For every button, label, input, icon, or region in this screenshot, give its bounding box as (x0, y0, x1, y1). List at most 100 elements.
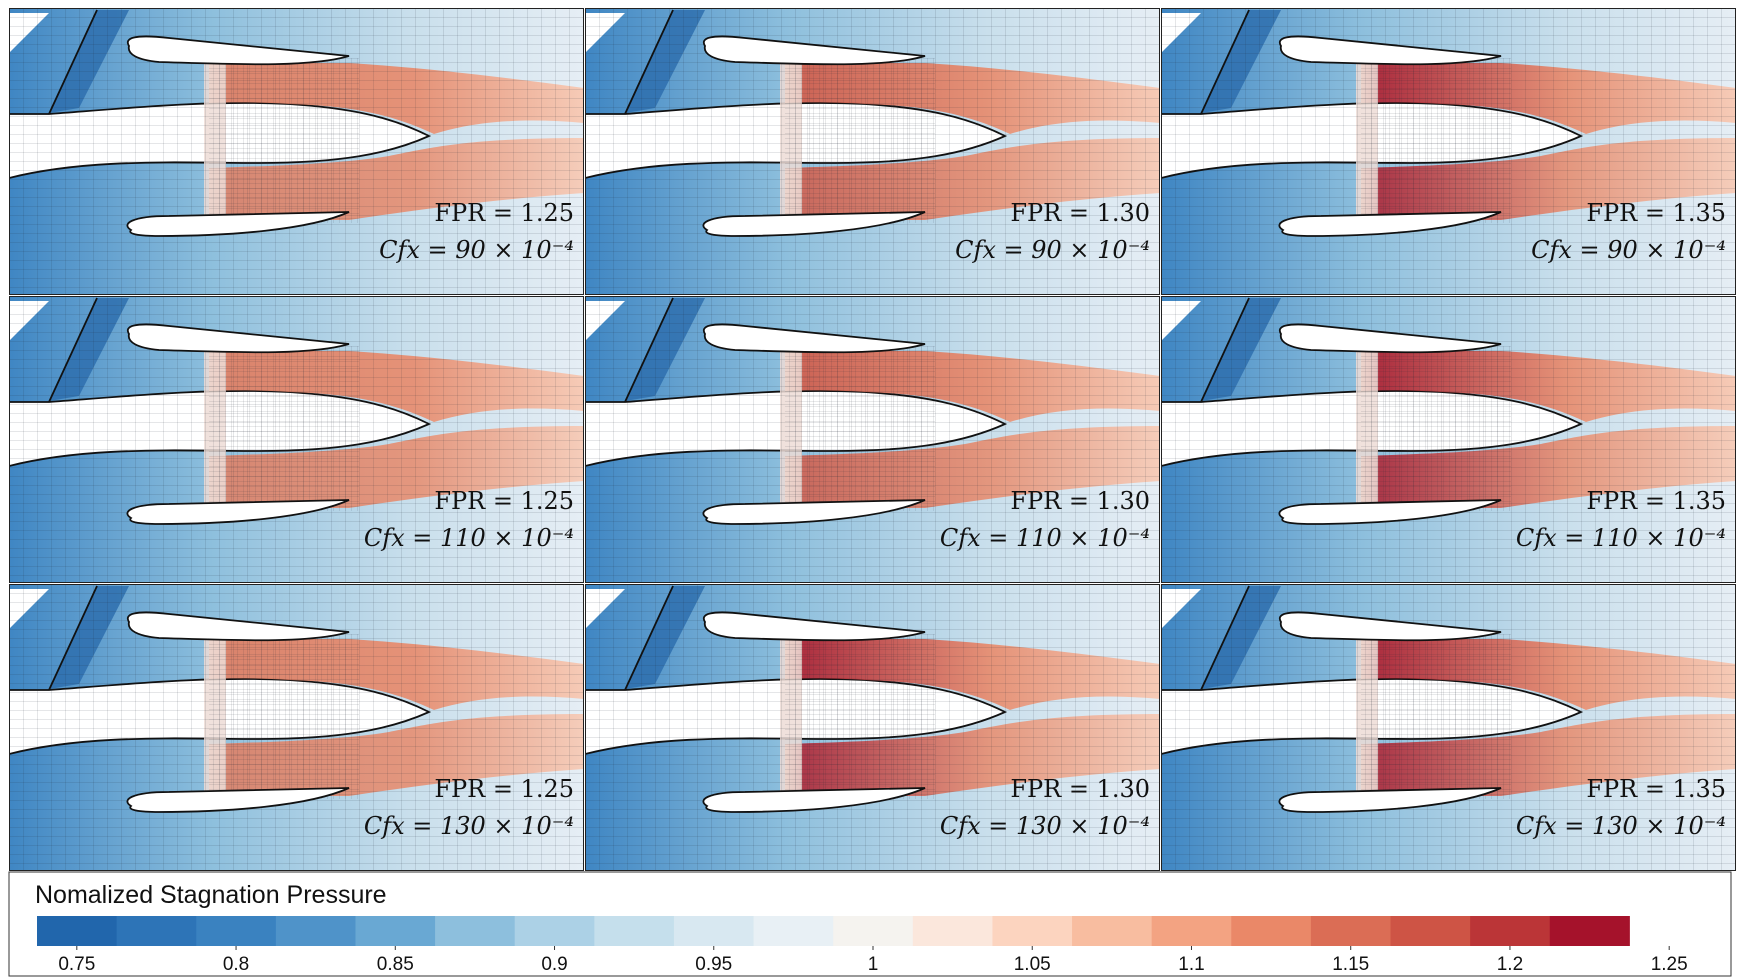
upper-nacelle (702, 35, 926, 66)
colorbar-swatch (833, 916, 914, 946)
mesh-fine (785, 634, 935, 799)
panel-border (585, 584, 1160, 871)
panel-8: FPR = 1.30 Cfx = 130 × 10⁻⁴ (585, 584, 1160, 871)
mesh-fine (1361, 634, 1511, 799)
cf-label: Cfx = 130 × 10⁻⁴ (364, 812, 574, 840)
cowl-line (1200, 297, 1250, 403)
colorbar-tick-label: 1.1 (1178, 954, 1204, 975)
lower-nacelle (1278, 211, 1502, 237)
upper-nacelle (126, 611, 350, 642)
panel-border (1161, 296, 1736, 583)
panel-9: FPR = 1.35 Cfx = 130 × 10⁻⁴ (1161, 584, 1736, 871)
colorbar-swatch (1470, 916, 1551, 946)
colorbar-swatch (355, 916, 436, 946)
lower-nacelle (702, 787, 926, 813)
panel-4: FPR = 1.25 Cfx = 110 × 10⁻⁴ (9, 296, 584, 583)
colorbar-ticks: 0.75 0.8 0.85 0.9 0.95 1 1.05 1.1 1.15 1.2 1.25 (58, 946, 1688, 975)
panel-1: FPR = 1.25 Cfx = 90 × 10⁻⁴ (9, 8, 584, 295)
colorbar-tick-label: 1.05 (1014, 954, 1051, 975)
fpr-label: FPR = 1.25 (434, 487, 574, 515)
cowl-line (624, 9, 674, 115)
cf-label: Cfx = 110 × 10⁻⁴ (1516, 524, 1726, 552)
mesh-fine (209, 58, 359, 223)
panel-3: FPR = 1.35 Cfx = 90 × 10⁻⁴ (1161, 8, 1736, 295)
colorbar-tick-label: 1.2 (1497, 954, 1523, 975)
colorbar-swatch (753, 916, 834, 946)
cf-label: Cfx = 90 × 10⁻⁴ (955, 236, 1150, 264)
colorbar-tick-label: 1.15 (1332, 954, 1369, 975)
fpr-label: FPR = 1.30 (1010, 775, 1150, 803)
colorbar-title: Nomalized Stagnation Pressure (35, 881, 387, 909)
colorbar-swatch (1151, 916, 1232, 946)
mesh-fine (209, 634, 359, 799)
mesh-fine (209, 346, 359, 511)
cf-label: Cfx = 130 × 10⁻⁴ (940, 812, 1150, 840)
colorbar-tick-label: 1 (868, 954, 879, 975)
cf-label: Cfx = 90 × 10⁻⁴ (379, 236, 574, 264)
colorbar-tick-label: 0.85 (377, 954, 414, 975)
panel-grid: FPR = 1.25 Cfx = 90 × 10⁻⁴ FPR = 1.30 Cfx =… (9, 8, 1736, 871)
fpr-label: FPR = 1.35 (1586, 199, 1726, 227)
colorbar-tick-label: 0.95 (695, 954, 732, 975)
colorbar-swatch (116, 916, 197, 946)
colorbar-swatch (1310, 916, 1392, 946)
upper-nacelle (1278, 323, 1502, 354)
colorbar-swatch (673, 916, 755, 946)
upper-nacelle (126, 323, 350, 354)
panel-border (9, 584, 584, 871)
mesh-fine (1361, 58, 1511, 223)
colorbar-swatch (196, 916, 277, 946)
lower-nacelle (126, 499, 350, 525)
mesh-fine (785, 58, 935, 223)
lower-nacelle (126, 787, 350, 813)
colorbar-swatch (514, 916, 595, 946)
lower-nacelle (1278, 787, 1502, 813)
lower-nacelle (126, 211, 350, 237)
fpr-label: FPR = 1.35 (1586, 775, 1726, 803)
cowl-line (48, 9, 98, 115)
colorbar-swatch (275, 916, 356, 946)
lower-nacelle (702, 211, 926, 237)
cowl-line (1200, 9, 1250, 115)
fpr-label: FPR = 1.30 (1010, 487, 1150, 515)
panel-border (1161, 8, 1736, 295)
panel-5: FPR = 1.30 Cfx = 110 × 10⁻⁴ (585, 296, 1160, 583)
mesh-fine (785, 346, 935, 511)
colorbar-tick-label: 1.25 (1651, 954, 1688, 975)
colorbar-tick-label: 0.75 (58, 954, 95, 975)
colorbar-tick-label: 0.8 (223, 954, 249, 975)
cowl-line (624, 297, 674, 403)
fpr-label: FPR = 1.25 (434, 199, 574, 227)
colorbar-swatch (1231, 916, 1312, 946)
panel-border (585, 296, 1160, 583)
cowl-line (1200, 585, 1250, 691)
panel-2: FPR = 1.30 Cfx = 90 × 10⁻⁴ (585, 8, 1160, 295)
colorbar-swatch (912, 916, 993, 946)
colorbar-swatch (594, 916, 675, 946)
colorbar-swatch (992, 916, 1073, 946)
fpr-label: FPR = 1.30 (1010, 199, 1150, 227)
colorbar-tick-label: 0.9 (541, 954, 567, 975)
colorbar-swatch (1549, 916, 1630, 946)
cowl-line (48, 297, 98, 403)
cf-label: Cfx = 90 × 10⁻⁴ (1531, 236, 1726, 264)
colorbar-swatches (37, 916, 1630, 946)
upper-nacelle (126, 35, 350, 66)
cf-label: Cfx = 110 × 10⁻⁴ (940, 524, 1150, 552)
panel-7: FPR = 1.25 Cfx = 130 × 10⁻⁴ (9, 584, 584, 871)
colorbar: Nomalized Stagnation Pressure 0.75 0.8 0.8… (8, 871, 1732, 977)
cowl-line (48, 585, 98, 691)
colorbar-swatch (435, 916, 516, 946)
fpr-label: FPR = 1.35 (1586, 487, 1726, 515)
cowl-line (624, 585, 674, 691)
upper-nacelle (1278, 35, 1502, 66)
upper-nacelle (702, 323, 926, 354)
colorbar-swatch (37, 916, 118, 946)
upper-nacelle (702, 611, 926, 642)
colorbar-swatch (1390, 916, 1471, 946)
lower-nacelle (702, 499, 926, 525)
panel-border (9, 8, 584, 295)
upper-nacelle (1278, 611, 1502, 642)
lower-nacelle (1278, 499, 1502, 525)
